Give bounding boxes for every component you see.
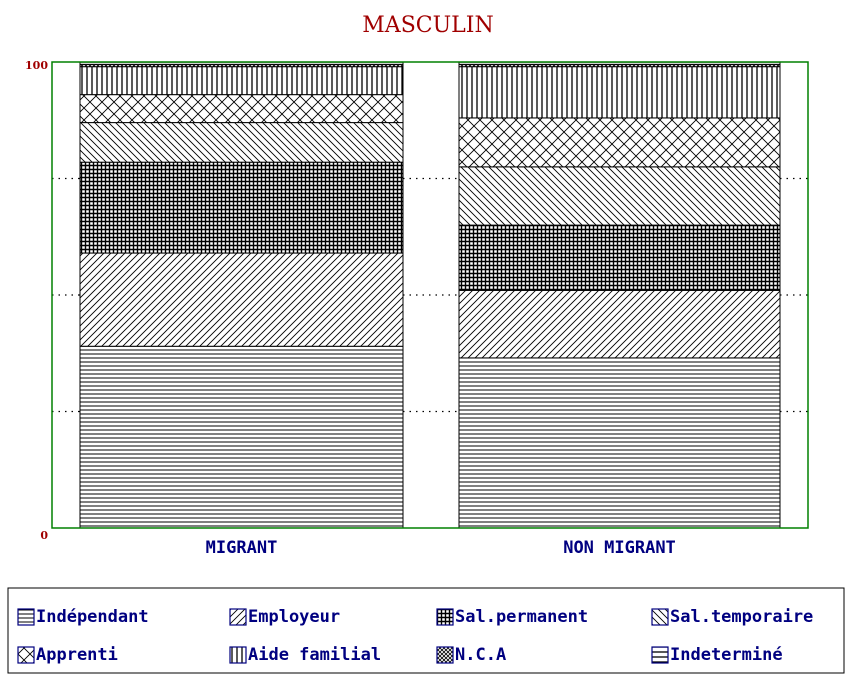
legend-label: Aide familial [248,645,381,665]
legend-swatch [651,608,669,626]
legend-swatch [651,646,669,664]
bar-segment [458,357,781,529]
legend-label: Indeterminé [670,645,783,665]
bar-segment [79,252,404,347]
legend-swatch [17,608,35,626]
bar-segment [458,166,781,226]
legend-label: Employeur [248,607,340,627]
legend-swatch [17,646,35,664]
y-tick-label: 0 [40,529,48,542]
legend-swatch [436,608,454,626]
legend-swatch [436,646,454,664]
x-tick-label: NON MIGRANT [563,538,676,558]
bar-segment [458,224,781,291]
x-tick-label: MIGRANT [206,538,278,558]
y-tick-label: 100 [25,59,48,72]
chart-title: MASCULIN [362,13,493,38]
plot-frame [51,61,809,529]
bar-segment [79,94,404,124]
bar-segment [458,289,781,359]
legend-label: Sal.permanent [455,607,588,627]
legend-swatch [229,608,247,626]
legend-label: Indépendant [36,607,149,627]
bar-segment [458,117,781,168]
bar-segment [79,122,404,163]
legend-box [7,587,845,674]
bar-segment [79,161,404,254]
legend-label: Sal.temporaire [670,607,813,627]
legend-swatch [229,646,247,664]
legend-label: N.C.A [455,645,506,665]
bar-segment [79,345,404,529]
legend-label: Apprenti [36,645,118,665]
bar-segment [458,66,781,119]
bar-segment [79,66,404,96]
